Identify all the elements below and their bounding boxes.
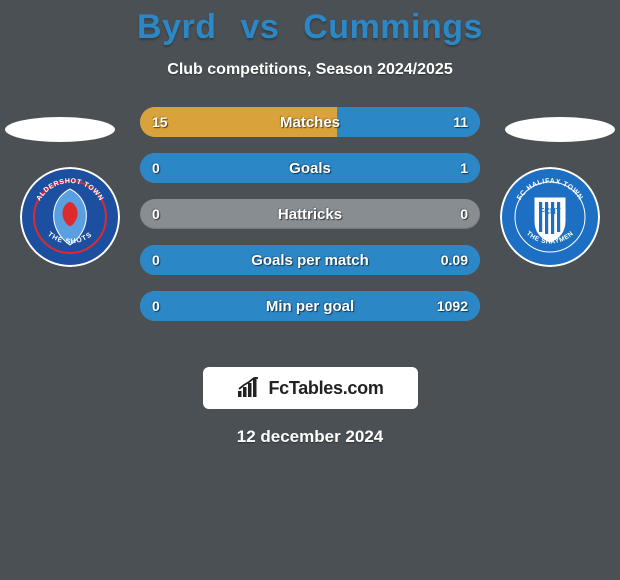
stat-value-right: 0.09 <box>441 252 468 268</box>
branding-badge: FcTables.com <box>203 367 418 409</box>
stat-label: Hattricks <box>278 206 342 223</box>
stat-value-right: 1092 <box>437 298 468 314</box>
stat-value-right: 0 <box>460 206 468 222</box>
stat-bar: 0 0 Hattricks <box>140 199 480 229</box>
title-vs: vs <box>240 8 279 46</box>
stat-value-right: 1 <box>460 160 468 176</box>
comparison-card: Byrd vs Cummings Club competitions, Seas… <box>0 0 620 580</box>
shield-icon: ALDERSHOT TOWN THE SHOTS <box>20 167 120 267</box>
stat-value-left: 0 <box>152 298 160 314</box>
fc-halifax-town-crest: FCHT FC HALIFAX TOWN THE SHAYMEN <box>500 167 600 267</box>
aldershot-town-crest: ALDERSHOT TOWN THE SHOTS <box>20 167 120 267</box>
branding-text: FcTables.com <box>268 378 383 399</box>
stat-bars: 15 11 Matches 0 1 Goals 0 0 Hattricks 0 0.09 Goals … <box>140 107 480 337</box>
stat-bar: 0 1 Goals <box>140 153 480 183</box>
stat-value-right: 11 <box>453 114 468 130</box>
stat-value-left: 0 <box>152 252 160 268</box>
date-label: 12 december 2024 <box>0 427 620 447</box>
player1-oval <box>5 117 115 142</box>
stat-value-left: 0 <box>152 206 160 222</box>
page-title: Byrd vs Cummings <box>0 0 620 47</box>
stat-value-left: 15 <box>152 114 168 130</box>
stat-label: Min per goal <box>266 298 354 315</box>
stat-label: Goals <box>289 160 331 177</box>
stat-value-left: 0 <box>152 160 160 176</box>
svg-text:FCHT: FCHT <box>539 207 560 216</box>
stat-label: Goals per match <box>251 252 369 269</box>
chart-icon <box>236 377 262 399</box>
title-player1: Byrd <box>137 8 216 46</box>
comparison-content: ALDERSHOT TOWN THE SHOTS FCHT <box>0 107 620 367</box>
stat-label: Matches <box>280 114 340 131</box>
stat-bar: 0 1092 Min per goal <box>140 291 480 321</box>
subtitle: Club competitions, Season 2024/2025 <box>0 61 620 79</box>
stat-bar: 0 0.09 Goals per match <box>140 245 480 275</box>
title-player2: Cummings <box>303 8 483 46</box>
stat-bar: 15 11 Matches <box>140 107 480 137</box>
player2-oval <box>505 117 615 142</box>
shield-icon: FCHT FC HALIFAX TOWN THE SHAYMEN <box>500 167 600 267</box>
